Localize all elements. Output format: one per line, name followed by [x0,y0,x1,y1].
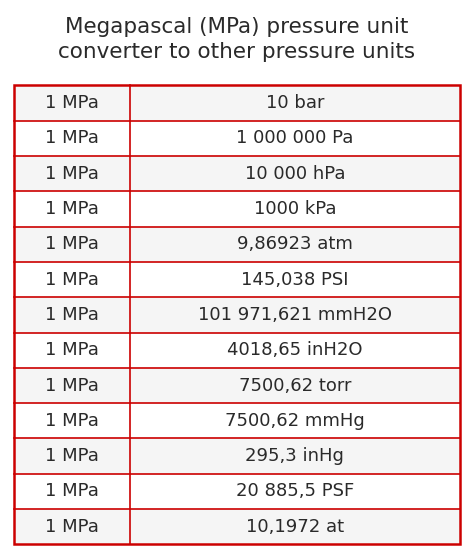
Bar [14,474,130,509]
Bar [130,262,460,297]
Text: 1 MPa: 1 MPa [45,306,99,324]
Bar [130,191,460,226]
Text: 10 bar: 10 bar [265,94,324,112]
Bar [14,368,130,403]
Bar [14,297,130,333]
Text: 1 MPa: 1 MPa [45,235,99,253]
Text: 20 885,5 PSF: 20 885,5 PSF [236,483,354,500]
Text: 1 MPa: 1 MPa [45,376,99,395]
Bar [14,333,130,368]
Text: 295,3 inHg: 295,3 inHg [246,447,344,465]
Bar [14,156,130,191]
Bar [14,121,130,156]
Text: 7500,62 mmHg: 7500,62 mmHg [225,412,365,430]
Bar [14,85,460,544]
Bar [14,403,130,439]
Text: 1 MPa: 1 MPa [45,412,99,430]
Bar [130,368,460,403]
Bar [14,85,130,121]
Bar [130,333,460,368]
Text: 1 MPa: 1 MPa [45,165,99,183]
Bar [130,156,460,191]
Bar [130,226,460,262]
Bar [130,85,460,121]
Bar [130,509,460,544]
Text: 145,038 PSI: 145,038 PSI [241,271,349,289]
Text: 1 000 000 Pa: 1 000 000 Pa [236,129,354,147]
Text: 7500,62 torr: 7500,62 torr [239,376,351,395]
Text: Megapascal (MPa) pressure unit
converter to other pressure units: Megapascal (MPa) pressure unit converter… [58,17,416,62]
Bar [14,509,130,544]
Text: 1 MPa: 1 MPa [45,129,99,147]
Text: 1 MPa: 1 MPa [45,94,99,112]
Bar [14,262,130,297]
Bar [130,403,460,439]
Text: 10,1972 at: 10,1972 at [246,518,344,536]
Text: 1000 kPa: 1000 kPa [254,200,336,218]
Bar [14,191,130,226]
Bar [130,297,460,333]
Text: 10 000 hPa: 10 000 hPa [245,165,345,183]
Text: 1 MPa: 1 MPa [45,518,99,536]
Bar [130,439,460,474]
Text: 9,86923 atm: 9,86923 atm [237,235,353,253]
Text: 1 MPa: 1 MPa [45,483,99,500]
Text: 1 MPa: 1 MPa [45,271,99,289]
Text: 1 MPa: 1 MPa [45,341,99,359]
Bar [130,121,460,156]
Bar [14,439,130,474]
Text: 4018,65 inH2O: 4018,65 inH2O [227,341,363,359]
Bar [130,474,460,509]
Text: 1 MPa: 1 MPa [45,200,99,218]
Text: 101 971,621 mmH2O: 101 971,621 mmH2O [198,306,392,324]
Bar [14,226,130,262]
Text: 1 MPa: 1 MPa [45,447,99,465]
